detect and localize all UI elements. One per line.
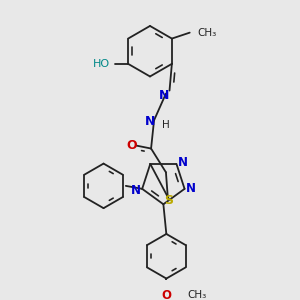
Text: N: N (178, 156, 188, 169)
Text: O: O (161, 289, 171, 300)
Text: N: N (186, 182, 196, 195)
Text: N: N (159, 88, 170, 101)
Text: HO: HO (93, 59, 110, 69)
Text: CH₃: CH₃ (187, 290, 206, 300)
Text: CH₃: CH₃ (197, 28, 216, 38)
Text: S: S (164, 194, 173, 207)
Text: O: O (126, 139, 137, 152)
Text: N: N (131, 184, 141, 197)
Text: H: H (162, 120, 170, 130)
Text: N: N (145, 115, 156, 128)
